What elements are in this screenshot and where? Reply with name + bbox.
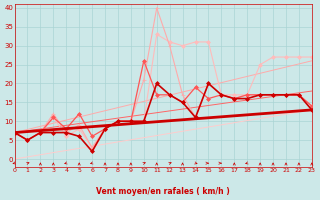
X-axis label: Vent moyen/en rafales ( km/h ): Vent moyen/en rafales ( km/h ) bbox=[96, 187, 230, 196]
